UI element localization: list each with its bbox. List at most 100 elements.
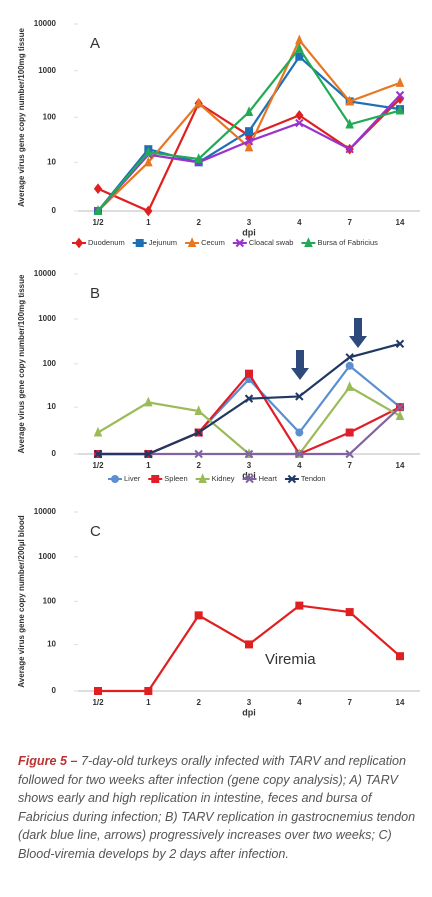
marker	[287, 474, 297, 484]
y-axis-label: Average virus gene copy number/100mg tis…	[17, 28, 26, 207]
caption: Figure 5 – 7-day-old turkeys orally infe…	[18, 752, 418, 863]
marker	[94, 687, 102, 695]
marker	[295, 449, 304, 459]
arrow	[291, 350, 309, 380]
y-tick-label: 10000	[34, 507, 57, 516]
y-tick-label: 100	[43, 359, 57, 368]
y-tick-label: 10000	[34, 269, 57, 278]
marker	[93, 205, 103, 215]
marker	[345, 118, 354, 129]
x-tick-label: 3	[247, 698, 252, 707]
y-tick-label: 10	[47, 157, 56, 166]
marker	[194, 449, 203, 459]
x-tick-label: 1	[146, 461, 151, 470]
marker	[295, 110, 304, 121]
marker	[93, 183, 103, 195]
x-tick-label: 7	[347, 218, 352, 227]
marker	[194, 153, 203, 163]
marker	[245, 127, 253, 136]
marker	[194, 405, 203, 416]
marker	[345, 608, 354, 617]
y-tick-label: 0	[52, 449, 57, 458]
legend-label: Heart	[259, 474, 278, 483]
x-tick-label: 4	[297, 461, 302, 470]
y-tick-label: 10000	[34, 19, 57, 28]
x-tick-label: 1	[146, 218, 151, 227]
marker	[345, 144, 354, 154]
x-axis-label: dpi	[242, 227, 256, 237]
marker	[304, 237, 313, 247]
x-tick-label: 1	[146, 698, 151, 707]
marker	[395, 90, 405, 100]
x-axis-label: dpi	[242, 707, 256, 717]
y-tick-label: 1000	[38, 66, 56, 75]
x-tick-label: 4	[297, 218, 302, 227]
marker	[295, 392, 304, 401]
y-tick-label: 100	[43, 596, 57, 605]
x-tick-label: 2	[196, 461, 201, 470]
y-tick-label: 1000	[38, 314, 56, 323]
annotation: Viremia	[265, 651, 316, 668]
x-tick-label: 14	[396, 698, 405, 707]
x-tick-label: 1/2	[92, 218, 104, 227]
marker	[295, 42, 304, 53]
marker	[93, 426, 103, 437]
marker	[244, 106, 254, 117]
marker	[245, 474, 254, 484]
y-axis-label: Average virus gene copy number/100mg tis…	[17, 274, 26, 453]
x-tick-label: 2	[196, 218, 201, 227]
marker	[144, 156, 153, 167]
marker	[295, 118, 304, 128]
marker	[345, 95, 354, 106]
marker	[396, 652, 404, 661]
y-axis-label: Average virus gene copy number/200µl blo…	[17, 515, 26, 687]
caption-text: 7-day-old turkeys orally infected with T…	[18, 754, 416, 861]
marker	[345, 381, 354, 391]
series-line	[97, 38, 401, 212]
marker	[244, 394, 254, 403]
x-tick-label: 14	[396, 218, 405, 227]
chart-a: 0 10 100 1000 10000 1/2 1 2 3 4 7 14 dpi Average viru…	[17, 19, 420, 249]
x-tick-label: 1/2	[92, 698, 104, 707]
marker	[244, 449, 254, 459]
marker	[244, 137, 254, 146]
marker	[345, 428, 354, 437]
x-tick-label: 7	[347, 461, 352, 470]
panel-label: C	[90, 523, 101, 540]
marker	[395, 77, 405, 87]
marker	[295, 601, 304, 610]
marker	[194, 428, 203, 437]
series-line	[97, 385, 401, 456]
marker	[245, 640, 253, 649]
marker	[395, 339, 405, 349]
y-tick-label: 0	[52, 686, 57, 695]
marker	[74, 237, 84, 249]
legend-label: Liver	[124, 474, 141, 483]
marker	[198, 473, 207, 483]
y-tick-label: 0	[52, 206, 57, 215]
legend-label: Jejunum	[149, 238, 177, 247]
x-tick-label: 4	[297, 698, 302, 707]
legend-label: Bursa of Fabricius	[317, 238, 378, 247]
panel-label: B	[90, 285, 100, 302]
chart-b: 0 10 100 1000 10000 1/2 1 2 3 4 7 14 dpi Average viru…	[17, 269, 420, 484]
y-tick-label: 1000	[38, 552, 56, 561]
marker	[295, 52, 304, 61]
marker	[144, 205, 153, 217]
y-tick-label: 10	[47, 640, 56, 649]
marker	[111, 475, 119, 483]
marker	[144, 449, 153, 459]
chart-c: 0 10 100 1000 10000 1/2 1 2 3 4 7 14 dpi Average viru…	[17, 507, 420, 717]
marker	[194, 97, 203, 108]
marker	[244, 141, 254, 152]
marker	[144, 687, 153, 695]
x-tick-label: 3	[247, 461, 252, 470]
marker	[151, 475, 160, 483]
x-tick-label: 1/2	[92, 461, 104, 470]
x-tick-label: 14	[396, 461, 405, 470]
legend-label: Tendon	[301, 474, 326, 483]
marker	[194, 611, 203, 620]
x-tick-label: 7	[347, 698, 352, 707]
marker	[295, 428, 304, 437]
